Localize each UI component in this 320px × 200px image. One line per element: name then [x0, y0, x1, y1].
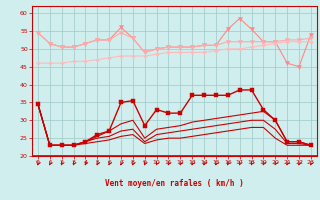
X-axis label: Vent moyen/en rafales ( km/h ): Vent moyen/en rafales ( km/h ) — [105, 179, 244, 188]
